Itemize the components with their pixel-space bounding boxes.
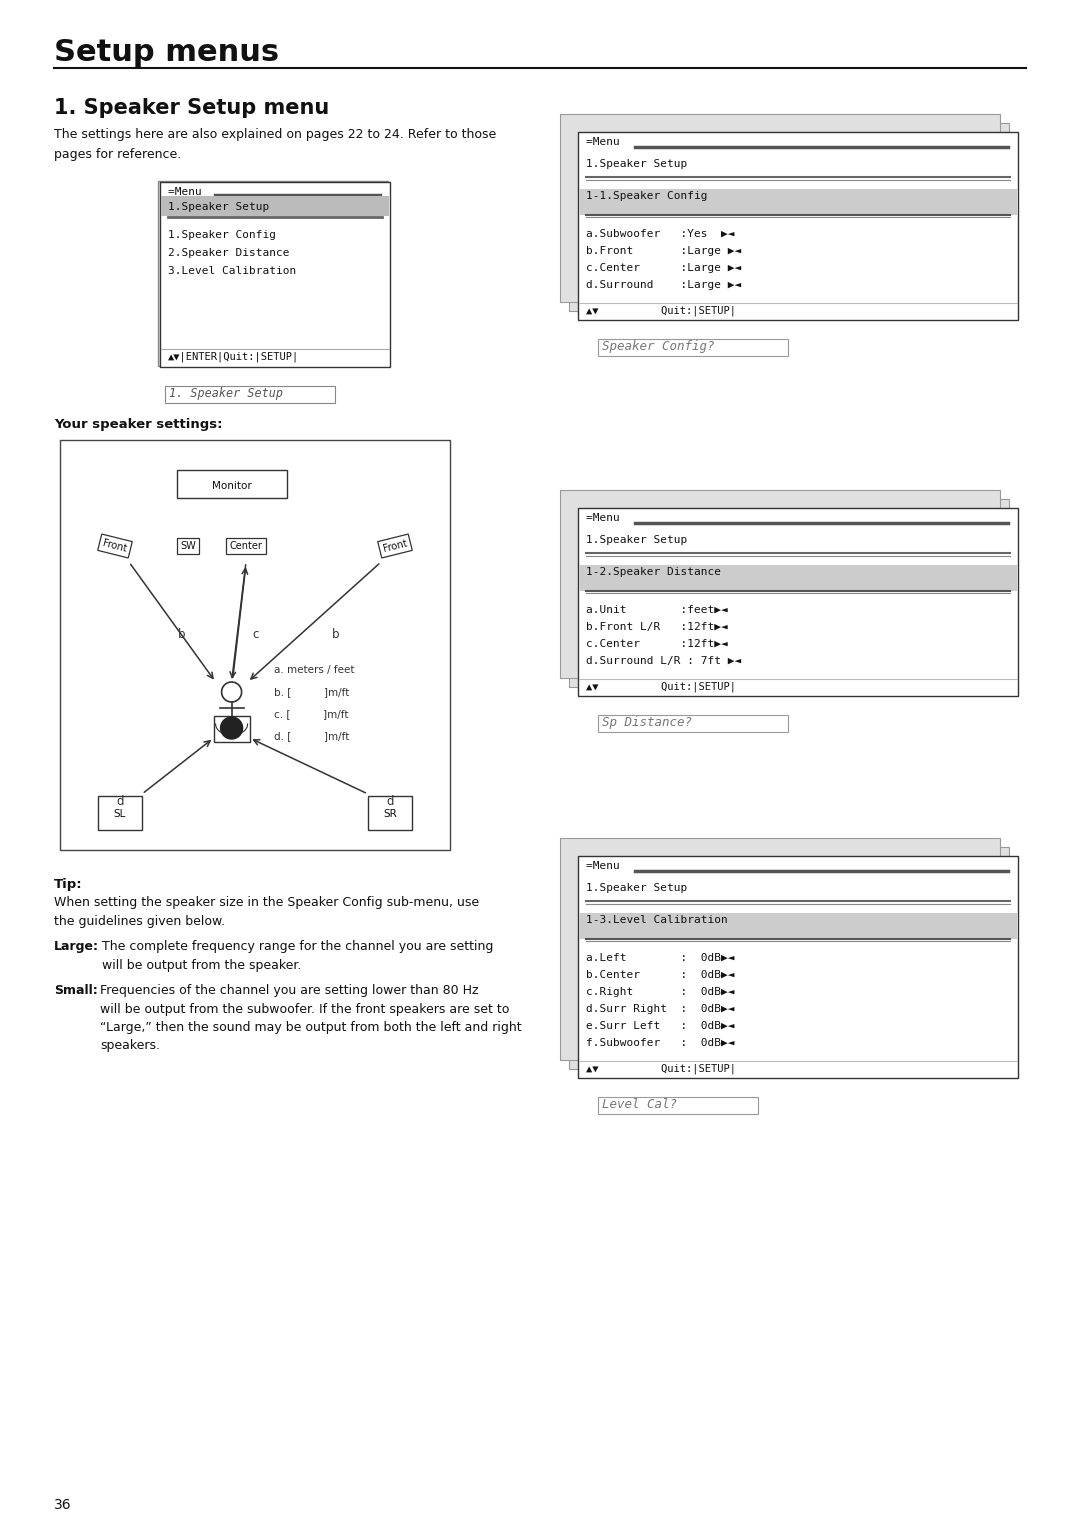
Text: ▲▼          Quit:|SETUP|: ▲▼ Quit:|SETUP| [586, 681, 735, 692]
Bar [579, 189, 1017, 215]
Bar [598, 1097, 758, 1114]
Text: d: d [386, 795, 393, 808]
Text: b.Front       :Large ▶◄: b.Front :Large ▶◄ [586, 246, 741, 257]
Circle shape [221, 681, 242, 701]
Text: b. [          ]m/ft: b. [ ]m/ft [274, 688, 350, 697]
Bar [598, 339, 788, 356]
Bar [569, 122, 1009, 312]
Bar [578, 856, 1018, 1077]
Bar [165, 387, 335, 403]
Text: 1-1.Speaker Config: 1-1.Speaker Config [586, 191, 707, 202]
Bar [158, 180, 388, 367]
Text: a.Left        :  0dB▶◄: a.Left : 0dB▶◄ [586, 953, 734, 963]
Text: Setup menus: Setup menus [54, 38, 279, 67]
Text: pages for reference.: pages for reference. [54, 148, 181, 160]
Bar [561, 837, 1000, 1060]
Text: c. [          ]m/ft: c. [ ]m/ft [274, 709, 349, 720]
Bar [60, 440, 450, 850]
Text: ▲▼          Quit:|SETUP|: ▲▼ Quit:|SETUP| [586, 306, 735, 315]
Text: Frequencies of the channel you are setting lower than 80 Hz
will be output from : Frequencies of the channel you are setti… [100, 984, 522, 1053]
Text: b: b [178, 628, 186, 642]
Bar [578, 131, 1018, 319]
Bar [578, 507, 1018, 695]
Bar [98, 796, 141, 830]
Text: d.Surr Right  :  0dB▶◄: d.Surr Right : 0dB▶◄ [586, 1004, 734, 1015]
Text: Large:: Large: [54, 940, 99, 953]
Circle shape [220, 717, 243, 740]
Text: Center: Center [230, 541, 262, 552]
Text: 3.Level Calibration: 3.Level Calibration [168, 266, 296, 277]
Text: c.Center      :12ft▶◄: c.Center :12ft▶◄ [586, 639, 728, 649]
Bar [579, 914, 1017, 940]
Text: d. [          ]m/ft: d. [ ]m/ft [274, 730, 350, 741]
Bar [561, 490, 1000, 678]
Bar [561, 115, 1000, 303]
Text: =Menu: =Menu [586, 860, 626, 871]
Bar [569, 847, 1009, 1070]
Bar [368, 796, 411, 830]
Text: 1. Speaker Setup: 1. Speaker Setup [168, 387, 283, 400]
Text: =Menu: =Menu [586, 138, 626, 147]
Text: 1.Speaker Setup: 1.Speaker Setup [168, 202, 269, 212]
Text: 1-2.Speaker Distance: 1-2.Speaker Distance [586, 567, 721, 578]
Text: ▲▼|ENTER|Quit:|SETUP|: ▲▼|ENTER|Quit:|SETUP| [168, 351, 299, 362]
Text: 1.Speaker Setup: 1.Speaker Setup [586, 883, 687, 892]
Text: Your speaker settings:: Your speaker settings: [54, 419, 222, 431]
Text: c.Center      :Large ▶◄: c.Center :Large ▶◄ [586, 263, 741, 274]
Text: b.Front L/R   :12ft▶◄: b.Front L/R :12ft▶◄ [586, 622, 728, 633]
Text: c.Right       :  0dB▶◄: c.Right : 0dB▶◄ [586, 987, 734, 996]
Text: e.Surr Left   :  0dB▶◄: e.Surr Left : 0dB▶◄ [586, 1021, 734, 1031]
Text: b: b [332, 628, 339, 642]
Text: Front: Front [102, 538, 129, 553]
Text: =Menu: =Menu [168, 186, 208, 197]
Text: Small:: Small: [54, 984, 98, 996]
Text: The complete frequency range for the channel you are setting
will be output from: The complete frequency range for the cha… [102, 940, 494, 972]
Text: ▲▼          Quit:|SETUP|: ▲▼ Quit:|SETUP| [586, 1063, 735, 1074]
Text: 36: 36 [54, 1497, 71, 1513]
Text: SW: SW [180, 541, 195, 552]
Text: d.Surround    :Large ▶◄: d.Surround :Large ▶◄ [586, 280, 741, 290]
Text: a.Subwoofer   :Yes  ▶◄: a.Subwoofer :Yes ▶◄ [586, 229, 734, 238]
Text: SR: SR [383, 808, 396, 819]
Bar [569, 500, 1009, 688]
Bar [160, 182, 390, 367]
Text: f.Subwoofer   :  0dB▶◄: f.Subwoofer : 0dB▶◄ [586, 1038, 734, 1048]
Text: a. meters / feet: a. meters / feet [274, 665, 355, 675]
Text: 1. Speaker Setup menu: 1. Speaker Setup menu [54, 98, 329, 118]
Bar [598, 715, 788, 732]
Text: Front: Front [382, 538, 408, 553]
Text: SL: SL [113, 808, 126, 819]
Text: 1-3.Level Calibration: 1-3.Level Calibration [586, 915, 728, 924]
Text: a.Unit        :feet▶◄: a.Unit :feet▶◄ [586, 605, 728, 614]
Text: When setting the speaker size in the Speaker Config sub-menu, use
the guidelines: When setting the speaker size in the Spe… [54, 895, 480, 927]
Text: Sp Distance?: Sp Distance? [602, 717, 692, 729]
Text: =Menu: =Menu [586, 513, 626, 523]
Bar [579, 565, 1017, 591]
Text: Speaker Config?: Speaker Config? [602, 341, 715, 353]
Bar [177, 471, 286, 498]
Text: b.Center      :  0dB▶◄: b.Center : 0dB▶◄ [586, 970, 734, 979]
Text: Level Cal?: Level Cal? [602, 1099, 677, 1111]
Text: d.Surround L/R : 7ft ▶◄: d.Surround L/R : 7ft ▶◄ [586, 656, 741, 666]
Text: 1.Speaker Setup: 1.Speaker Setup [586, 535, 687, 545]
Text: 1.Speaker Setup: 1.Speaker Setup [586, 159, 687, 170]
Text: 2.Speaker Distance: 2.Speaker Distance [168, 248, 289, 258]
Text: c: c [252, 628, 258, 642]
Text: Monitor: Monitor [212, 481, 252, 490]
Text: Tip:: Tip: [54, 879, 83, 891]
Bar [161, 196, 389, 215]
Text: The settings here are also explained on pages 22 to 24. Refer to those: The settings here are also explained on … [54, 128, 496, 141]
Text: d: d [116, 795, 123, 808]
Bar [214, 717, 249, 743]
Text: 1.Speaker Config: 1.Speaker Config [168, 231, 276, 240]
